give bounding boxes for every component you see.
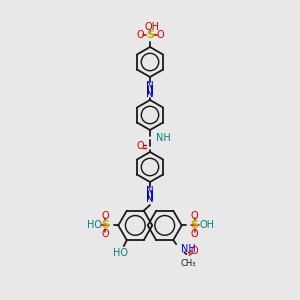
Text: O: O: [191, 212, 199, 221]
Text: O: O: [101, 230, 109, 239]
Text: O: O: [101, 212, 109, 221]
Text: S: S: [101, 220, 109, 230]
Text: NH: NH: [181, 244, 196, 254]
Text: N: N: [146, 81, 154, 91]
Text: O: O: [136, 30, 144, 40]
Text: N: N: [146, 89, 154, 99]
Text: O: O: [190, 246, 198, 256]
Text: S: S: [146, 30, 154, 40]
Text: O: O: [156, 30, 164, 40]
Text: O: O: [191, 230, 199, 239]
Text: HO: HO: [113, 248, 128, 258]
Text: O: O: [136, 141, 144, 151]
Text: N: N: [146, 186, 154, 196]
Text: CH₃: CH₃: [181, 259, 196, 268]
Text: OH: OH: [145, 22, 160, 32]
Text: N: N: [146, 194, 154, 204]
Text: OH: OH: [199, 220, 214, 230]
Text: NH: NH: [156, 133, 171, 143]
Text: S: S: [191, 220, 199, 230]
Text: HO: HO: [87, 220, 102, 230]
